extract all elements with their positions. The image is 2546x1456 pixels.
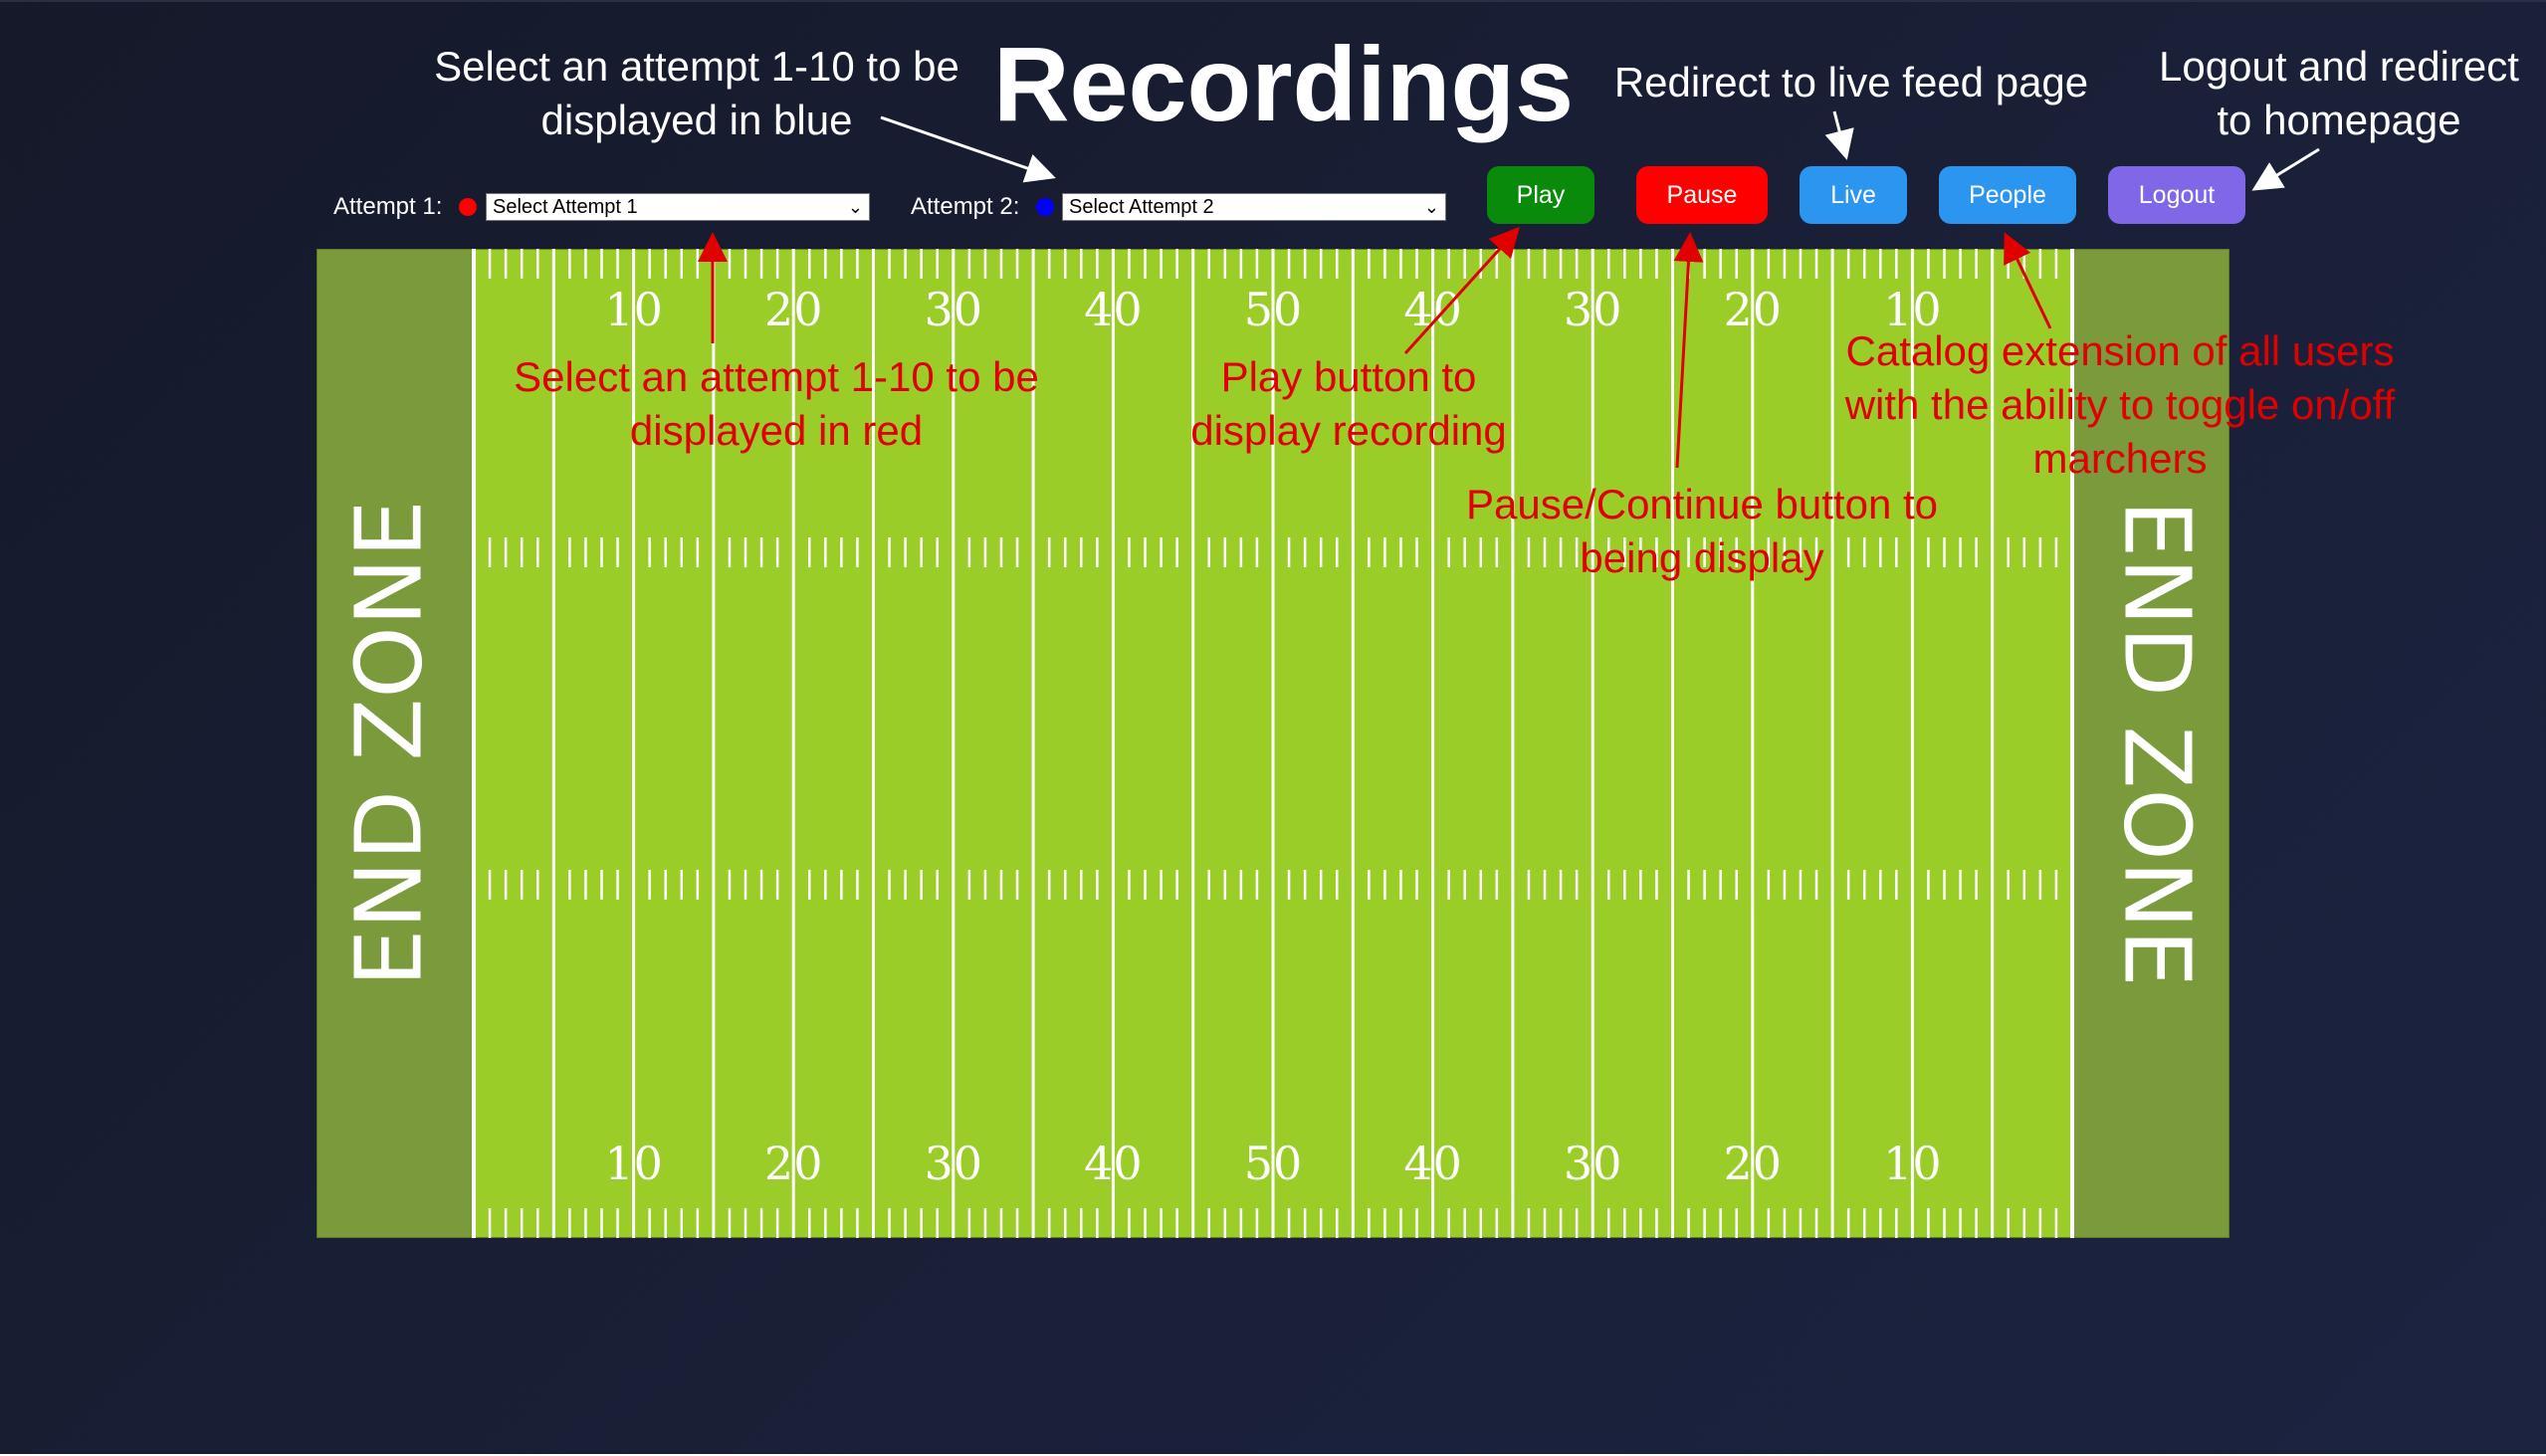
yard-number: 30 bbox=[925, 283, 983, 336]
attempt1-select[interactable]: Select Attempt 1 ⌄ bbox=[486, 193, 870, 221]
annotation-line: to homepage bbox=[2217, 97, 2461, 143]
arrow-logout bbox=[2251, 147, 2320, 191]
end-zone-left-text: END ZONE bbox=[335, 500, 442, 986]
annotation-line: Catalog extension of all users bbox=[1845, 327, 2395, 374]
attempt2-select[interactable]: Select Attempt 2 ⌄ bbox=[1062, 193, 1446, 221]
attempt1-color-dot bbox=[459, 198, 477, 216]
yard-number: 30 bbox=[925, 1137, 983, 1190]
chevron-down-icon: ⌄ bbox=[847, 197, 863, 217]
yard-number: 20 bbox=[764, 283, 823, 336]
annotation-line: being display bbox=[1580, 534, 1824, 581]
annotation-line: marchers bbox=[2032, 435, 2208, 482]
pause-button[interactable]: Pause bbox=[1636, 166, 1768, 224]
annotation-people: Catalog extension of all users with the … bbox=[1792, 324, 2448, 486]
attempt1-label: Attempt 1: bbox=[333, 193, 443, 220]
arrow-live bbox=[1824, 110, 1854, 160]
annotation-pause: Pause/Continue button to being display bbox=[1433, 478, 1971, 585]
annotation-logout: Logout and redirect to homepage bbox=[2130, 40, 2546, 147]
yard-number: 10 bbox=[604, 283, 663, 336]
attempt2-selected-value: Select Attempt 2 bbox=[1069, 196, 1214, 218]
logout-button[interactable]: Logout bbox=[2108, 166, 2245, 224]
end-zone-right bbox=[2072, 249, 2229, 1238]
yard-number: 40 bbox=[1084, 1137, 1143, 1190]
yard-number: 20 bbox=[1724, 283, 1783, 336]
yard-number: 40 bbox=[1403, 1137, 1462, 1190]
annotation-line: Pause/Continue button to bbox=[1465, 481, 1939, 527]
yard-number: 10 bbox=[1883, 283, 1942, 336]
chevron-down-icon: ⌄ bbox=[1423, 197, 1439, 217]
annotation-red-select: Select an attempt 1-10 to be displayed i… bbox=[468, 350, 1085, 458]
yard-number: 50 bbox=[1244, 1137, 1303, 1190]
play-button[interactable]: Play bbox=[1487, 166, 1594, 224]
annotation-line: Play button to bbox=[1220, 353, 1477, 400]
live-button[interactable]: Live bbox=[1800, 166, 1907, 224]
annotation-line: displayed in blue bbox=[540, 97, 853, 143]
yard-number: 50 bbox=[1244, 283, 1303, 336]
page-title: Recordings bbox=[993, 26, 1575, 143]
people-button[interactable]: People bbox=[1939, 166, 2076, 224]
annotation-line: with the ability to toggle on/off bbox=[1844, 381, 2396, 428]
yard-number: 10 bbox=[604, 1137, 663, 1190]
yard-number: 10 bbox=[1883, 1137, 1942, 1190]
attempt1-selected-value: Select Attempt 1 bbox=[493, 196, 638, 218]
bottom-border bbox=[0, 1454, 2546, 1456]
annotation-live: Redirect to live feed page bbox=[1613, 59, 2089, 105]
annotation-blue-select: Select an attempt 1-10 to be displayed i… bbox=[398, 40, 995, 147]
yard-number: 30 bbox=[1564, 1137, 1622, 1190]
annotation-line: Logout and redirect bbox=[2159, 43, 2519, 90]
yard-number: 40 bbox=[1403, 283, 1462, 336]
yard-number: 20 bbox=[764, 1137, 823, 1190]
end-zone-right-text: END ZONE bbox=[2104, 500, 2211, 986]
yard-number: 40 bbox=[1084, 283, 1143, 336]
attempt2-color-dot bbox=[1036, 198, 1054, 216]
field-canvas: 10 10 20 20 30 30 40 40 50 50 40 40 30 30 20 20 10 10 END … bbox=[317, 249, 2229, 1238]
yard-number: 30 bbox=[1564, 283, 1622, 336]
end-zone-left bbox=[317, 249, 474, 1238]
annotation-play: Play button to display recording bbox=[1145, 350, 1553, 458]
annotation-line: displayed in red bbox=[629, 407, 924, 454]
football-field: 10 10 20 20 30 30 40 40 50 50 40 40 30 30 20 20 10 10 END … bbox=[317, 249, 2229, 1238]
yard-number: 20 bbox=[1724, 1137, 1783, 1190]
annotation-line: Select an attempt 1-10 to be bbox=[434, 43, 959, 90]
annotation-line: Select an attempt 1-10 to be bbox=[514, 353, 1039, 400]
top-border bbox=[0, 0, 2546, 2]
annotation-line: display recording bbox=[1190, 407, 1507, 454]
attempt2-label: Attempt 2: bbox=[911, 193, 1020, 220]
